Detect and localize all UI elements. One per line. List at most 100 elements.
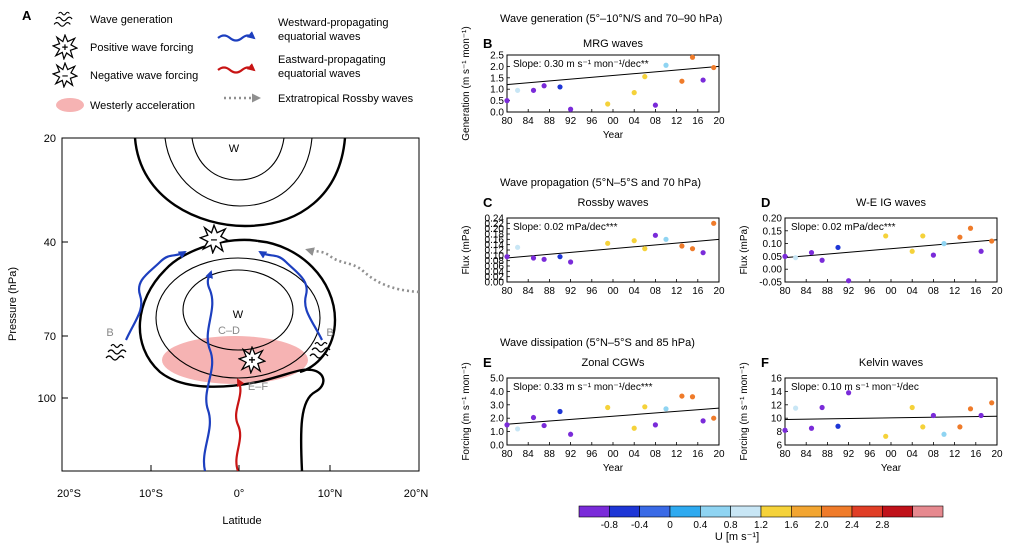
x-tick-label: 20	[991, 286, 1003, 297]
y-tick-label: 2.0	[490, 414, 504, 425]
x-tick-10n: 10°N	[318, 488, 343, 500]
data-point	[711, 415, 717, 421]
x-tick-label: 00	[607, 116, 619, 127]
chart-panel-d: D W-E IG waves -0.05 0.00 0.05 0.10 0.150.20 80…	[739, 195, 1003, 297]
data-point	[605, 404, 611, 411]
y-tick-label: 0.10	[763, 239, 783, 250]
data-point	[819, 257, 825, 263]
data-point	[605, 101, 611, 107]
x-tick-label: 88	[544, 286, 556, 297]
panel-a-label: A	[22, 8, 32, 23]
colorbar-segment	[882, 505, 913, 518]
data-point	[642, 404, 648, 410]
data-point	[530, 255, 537, 261]
chart-title: MRG waves	[583, 38, 643, 50]
data-point	[663, 62, 669, 68]
westerly-acceleration-region	[162, 336, 308, 384]
y-tick-label: 10	[771, 414, 783, 425]
plot-frame	[784, 377, 998, 446]
data-point	[541, 83, 547, 89]
trend-line	[506, 238, 720, 259]
colorbar-segment	[609, 505, 640, 518]
data-point	[504, 254, 510, 260]
x-tick-label: 16	[970, 286, 982, 297]
y-tick-label: 5.0	[490, 374, 504, 385]
chart-panel-f: F Kelvin waves 6 8 10 12 14 16 80 84 88 92 96 00 04 08 1…	[739, 355, 1003, 474]
positive-forcing-symbol: +	[248, 353, 255, 367]
y-tick-label: 12	[771, 400, 783, 411]
y-tick-label: 14	[771, 387, 783, 398]
data-point	[711, 220, 717, 226]
data-point	[700, 77, 706, 83]
b-label-left: B	[106, 327, 113, 339]
data-point	[515, 244, 521, 250]
y-tick-label: 0.20	[763, 214, 783, 225]
y-tick-label: 4.0	[490, 387, 504, 398]
x-tick-label: 80	[501, 116, 513, 127]
data-point	[782, 427, 788, 433]
colorbar-segment	[578, 505, 610, 518]
data-point	[504, 422, 510, 428]
x-tick-label: 92	[565, 449, 577, 460]
x-tick-label: 08	[650, 286, 662, 297]
x-tick-label: 84	[523, 116, 535, 127]
legend-eastward-2: equatorial waves	[278, 68, 361, 80]
westward-wave-right	[258, 250, 323, 341]
schematic-xlabel: Latitude	[222, 515, 261, 527]
data-point	[883, 433, 889, 439]
x-tick-label: 16	[692, 116, 704, 127]
data-point	[989, 400, 995, 406]
x-tick-label: 12	[949, 286, 961, 297]
legend-positive-forcing: Positive wave forcing	[90, 42, 193, 54]
data-point	[663, 406, 669, 412]
data-point	[530, 87, 537, 93]
y-tick-label: 16	[771, 374, 783, 385]
colorbar-segment	[760, 505, 792, 518]
data-point	[967, 406, 974, 412]
legend-eastward-1: Eastward-propagating	[278, 54, 386, 66]
colorbar-segment	[700, 505, 731, 518]
y-tick-label: 0.0	[490, 441, 504, 452]
y-tick-label: 2.5	[490, 51, 504, 62]
data-point	[846, 278, 852, 284]
panel-label-f: F	[761, 355, 769, 370]
data-point	[957, 424, 963, 430]
y-tick-label: 0.08	[485, 256, 505, 267]
x-tick-label: 96	[586, 449, 598, 460]
x-tick-label: 88	[822, 449, 834, 460]
x-tick-10s: 10°S	[139, 488, 163, 500]
panel-a-schematic: A Wave generation + Positive wave forcin…	[7, 8, 428, 527]
y-axis-label: Flux (mPa)	[739, 226, 750, 275]
y-tick-label: 0.00	[763, 265, 783, 276]
x-tick-label: 92	[565, 286, 577, 297]
trend-line	[506, 407, 720, 425]
y-axis-label: Generation (m s⁻¹ mon⁻¹)	[461, 26, 472, 140]
x-tick-label: 84	[523, 449, 535, 460]
x-tick-label: 08	[650, 449, 662, 460]
data-point	[642, 246, 648, 252]
x-tick-label: 20	[991, 449, 1003, 460]
x-tick-label: 20	[713, 116, 725, 127]
colorbar-tick: 0.4	[693, 520, 707, 531]
chart-panel-c: C Rossby waves0.000.020.040.060.080.100.1…	[461, 195, 725, 297]
data-point	[930, 412, 937, 419]
data-point	[978, 412, 984, 419]
data-point	[782, 253, 788, 259]
data-point	[700, 418, 706, 424]
panel-label-b: B	[483, 36, 492, 51]
schematic-y-axis: 20 40 70 100 Pressure (hPa)	[7, 133, 68, 405]
negative-forcing-symbol: –	[211, 232, 218, 246]
trend-line	[784, 415, 998, 421]
y-tick-label: 0.02	[485, 272, 505, 283]
data-point	[679, 78, 685, 84]
x-axis-label: Year	[603, 130, 624, 141]
y-tick-label: 0.20	[485, 224, 505, 235]
colorbar-segment	[912, 505, 944, 518]
chart-title: Zonal CGWs	[582, 357, 645, 369]
x-tick-label: 08	[928, 286, 940, 297]
x-tick-label: 08	[650, 116, 662, 127]
x-tick-label: 80	[779, 449, 791, 460]
data-point	[846, 390, 852, 396]
data-point	[978, 248, 984, 254]
